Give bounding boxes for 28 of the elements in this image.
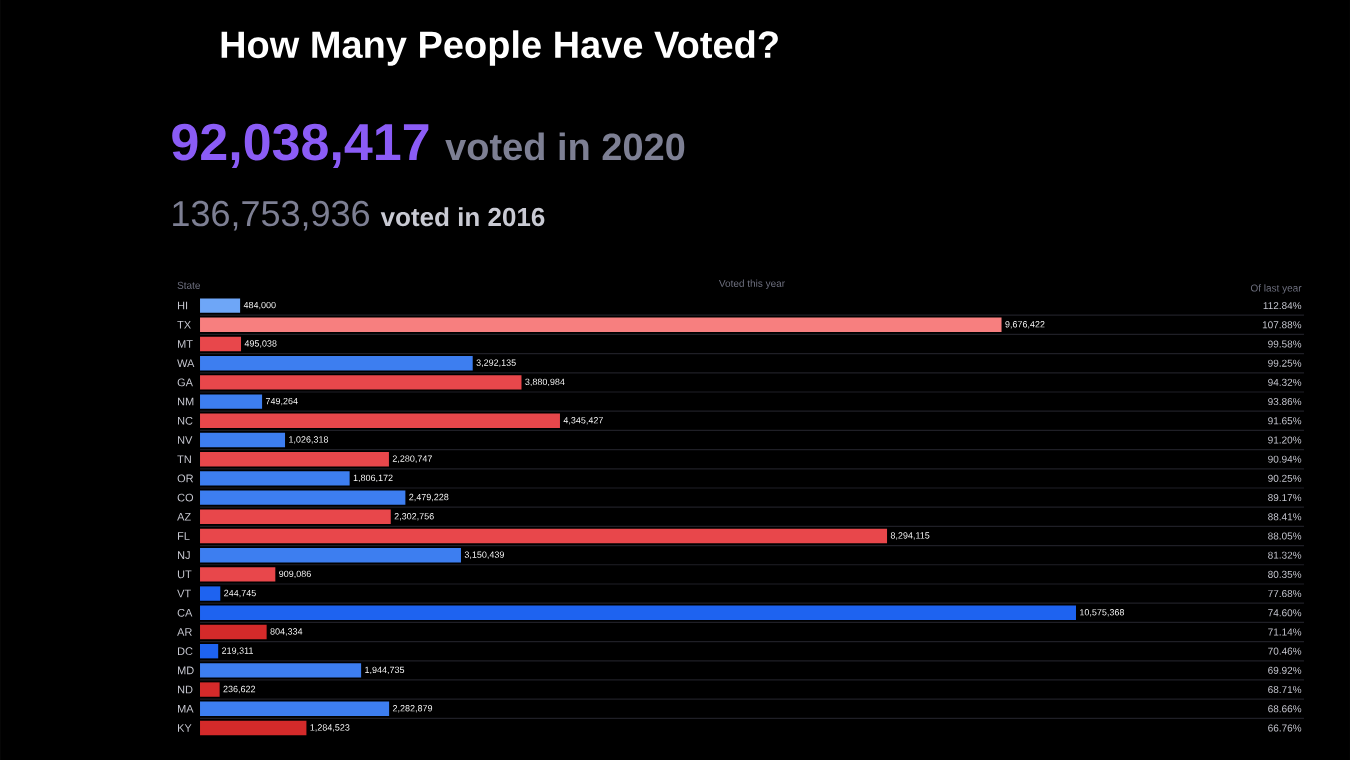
chart-title: How Many People Have Voted? — [221, 30, 778, 66]
bar — [200, 298, 241, 313]
bar — [200, 586, 221, 601]
bar — [200, 375, 522, 390]
text: 92,038,417 — [172, 123, 429, 169]
bar — [200, 663, 362, 678]
bar — [200, 355, 473, 371]
bar — [200, 605, 1076, 620]
bar — [200, 567, 276, 582]
bar — [200, 413, 560, 428]
text: voted in 2020 — [445, 132, 685, 161]
bar — [200, 336, 242, 352]
bar — [200, 317, 1002, 332]
bar — [200, 432, 286, 448]
bar — [200, 528, 888, 544]
text: voted in 2016 — [380, 207, 545, 227]
bar — [200, 451, 389, 467]
bar — [200, 701, 390, 716]
bar — [200, 490, 406, 505]
bar — [200, 624, 267, 640]
bar — [200, 394, 263, 409]
bar — [200, 509, 391, 524]
bar — [200, 720, 307, 736]
bar — [200, 547, 461, 563]
bar — [200, 471, 350, 486]
bar — [200, 643, 219, 659]
text: 136,753,936 — [173, 200, 369, 231]
bar — [200, 682, 220, 697]
